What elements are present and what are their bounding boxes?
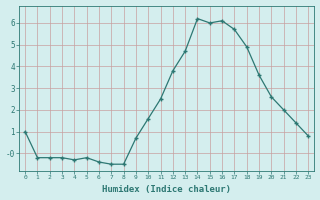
X-axis label: Humidex (Indice chaleur): Humidex (Indice chaleur) <box>102 185 231 194</box>
